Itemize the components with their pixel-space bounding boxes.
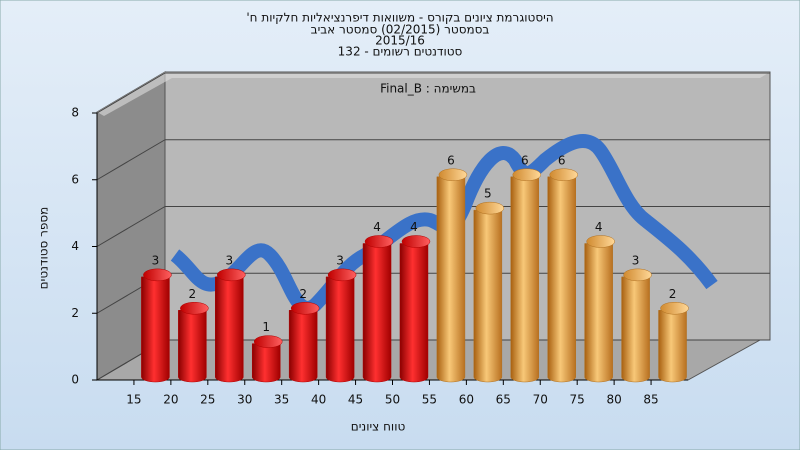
- bar: [362, 235, 394, 383]
- bar: [658, 302, 689, 383]
- value-label: 6: [521, 153, 529, 167]
- chart-subtitle: בסמסטר (02/2015) סמסטר אביב: [311, 23, 490, 37]
- value-label: 6: [447, 153, 455, 167]
- bar-top: [512, 168, 542, 181]
- x-tick-label: 80: [606, 393, 621, 407]
- x-axis-label: טווח ציונים: [351, 420, 406, 434]
- value-label: 3: [632, 253, 640, 267]
- bar: [547, 168, 578, 383]
- y-tick-label: 0: [71, 373, 79, 387]
- bar: [621, 268, 652, 383]
- y-axis-label: מספר סטודנטים: [37, 207, 51, 290]
- bar: [215, 268, 246, 383]
- y-tick-label: 6: [71, 172, 79, 186]
- x-tick-label: 55: [422, 393, 437, 407]
- bar: [399, 235, 431, 383]
- bar-body: [178, 310, 207, 383]
- y-tick-label: 4: [71, 239, 79, 253]
- value-label: 3: [152, 253, 160, 267]
- bar-body: [215, 276, 244, 383]
- bar: [178, 302, 209, 383]
- bar: [584, 235, 615, 383]
- value-label: 3: [225, 253, 233, 267]
- x-tick-label: 20: [163, 393, 178, 407]
- x-tick-label: 70: [533, 393, 548, 407]
- x-tick-label: 40: [311, 393, 326, 407]
- bar-body: [584, 243, 613, 383]
- bar-top: [253, 335, 283, 348]
- bar-top: [143, 268, 172, 282]
- grid-line: [96, 139, 166, 181]
- bar-top: [549, 168, 578, 181]
- x-tick-label: 60: [459, 393, 474, 407]
- x-tick-label: 35: [274, 393, 289, 407]
- annotation: במשימה : Final_B: [380, 82, 476, 96]
- value-label: 2: [299, 287, 307, 301]
- bar-top: [364, 235, 394, 248]
- bar-body: [621, 276, 650, 383]
- bar-top: [438, 168, 468, 181]
- chart-title: היסטוגרמת ציונים בקורס - משוואות דיפרנצי…: [246, 11, 553, 25]
- bar: [251, 335, 283, 383]
- bar-body: [251, 343, 281, 383]
- bar-body: [362, 243, 392, 383]
- x-tick-label: 30: [237, 393, 252, 407]
- x-tick-label: 25: [200, 393, 215, 407]
- bar-body: [436, 176, 466, 383]
- value-label: 2: [189, 287, 197, 301]
- bar-top: [290, 302, 320, 315]
- bar-top: [623, 268, 652, 282]
- bar-body: [288, 310, 318, 383]
- bar-body: [141, 276, 170, 383]
- x-tick-label: 65: [496, 393, 511, 407]
- value-label: 3: [336, 253, 344, 267]
- bar: [325, 268, 357, 383]
- value-label: 5: [484, 187, 492, 201]
- bar: [141, 268, 172, 383]
- bar-top: [401, 235, 431, 248]
- y-tick-label: 2: [71, 306, 79, 320]
- bar-top: [475, 201, 505, 215]
- grid-line: [96, 206, 166, 247]
- value-label: 4: [373, 220, 381, 234]
- bar-top: [180, 302, 209, 315]
- chart-subtitle: 2015/16: [375, 34, 425, 48]
- bar-body: [547, 176, 576, 383]
- bar: [436, 168, 468, 383]
- value-label: 6: [558, 153, 566, 167]
- x-tick-label: 45: [348, 393, 363, 407]
- x-tick-label: 85: [643, 393, 658, 407]
- value-label: 1: [262, 320, 270, 334]
- bar-body: [325, 276, 355, 383]
- chart-subtitle: סטודנטים רשומים - 132: [338, 45, 463, 59]
- bar-top: [660, 302, 689, 315]
- bar: [288, 302, 320, 383]
- bar-top: [327, 268, 357, 282]
- bar-top: [217, 268, 246, 282]
- bar-body: [473, 209, 503, 383]
- value-label: 4: [595, 220, 603, 234]
- bar: [473, 201, 505, 383]
- x-tick-label: 15: [126, 393, 141, 407]
- x-tick-label: 75: [570, 393, 585, 407]
- bar-body: [658, 310, 687, 383]
- wall-edge: [97, 72, 770, 116]
- y-tick-label: 8: [71, 106, 79, 120]
- bar-body: [510, 176, 540, 383]
- grid-line: [96, 72, 166, 114]
- value-label: 2: [669, 287, 677, 301]
- bar-body: [399, 243, 429, 383]
- value-label: 4: [410, 220, 418, 234]
- x-tick-label: 50: [385, 393, 400, 407]
- bar-top: [586, 235, 615, 248]
- bar: [510, 168, 542, 383]
